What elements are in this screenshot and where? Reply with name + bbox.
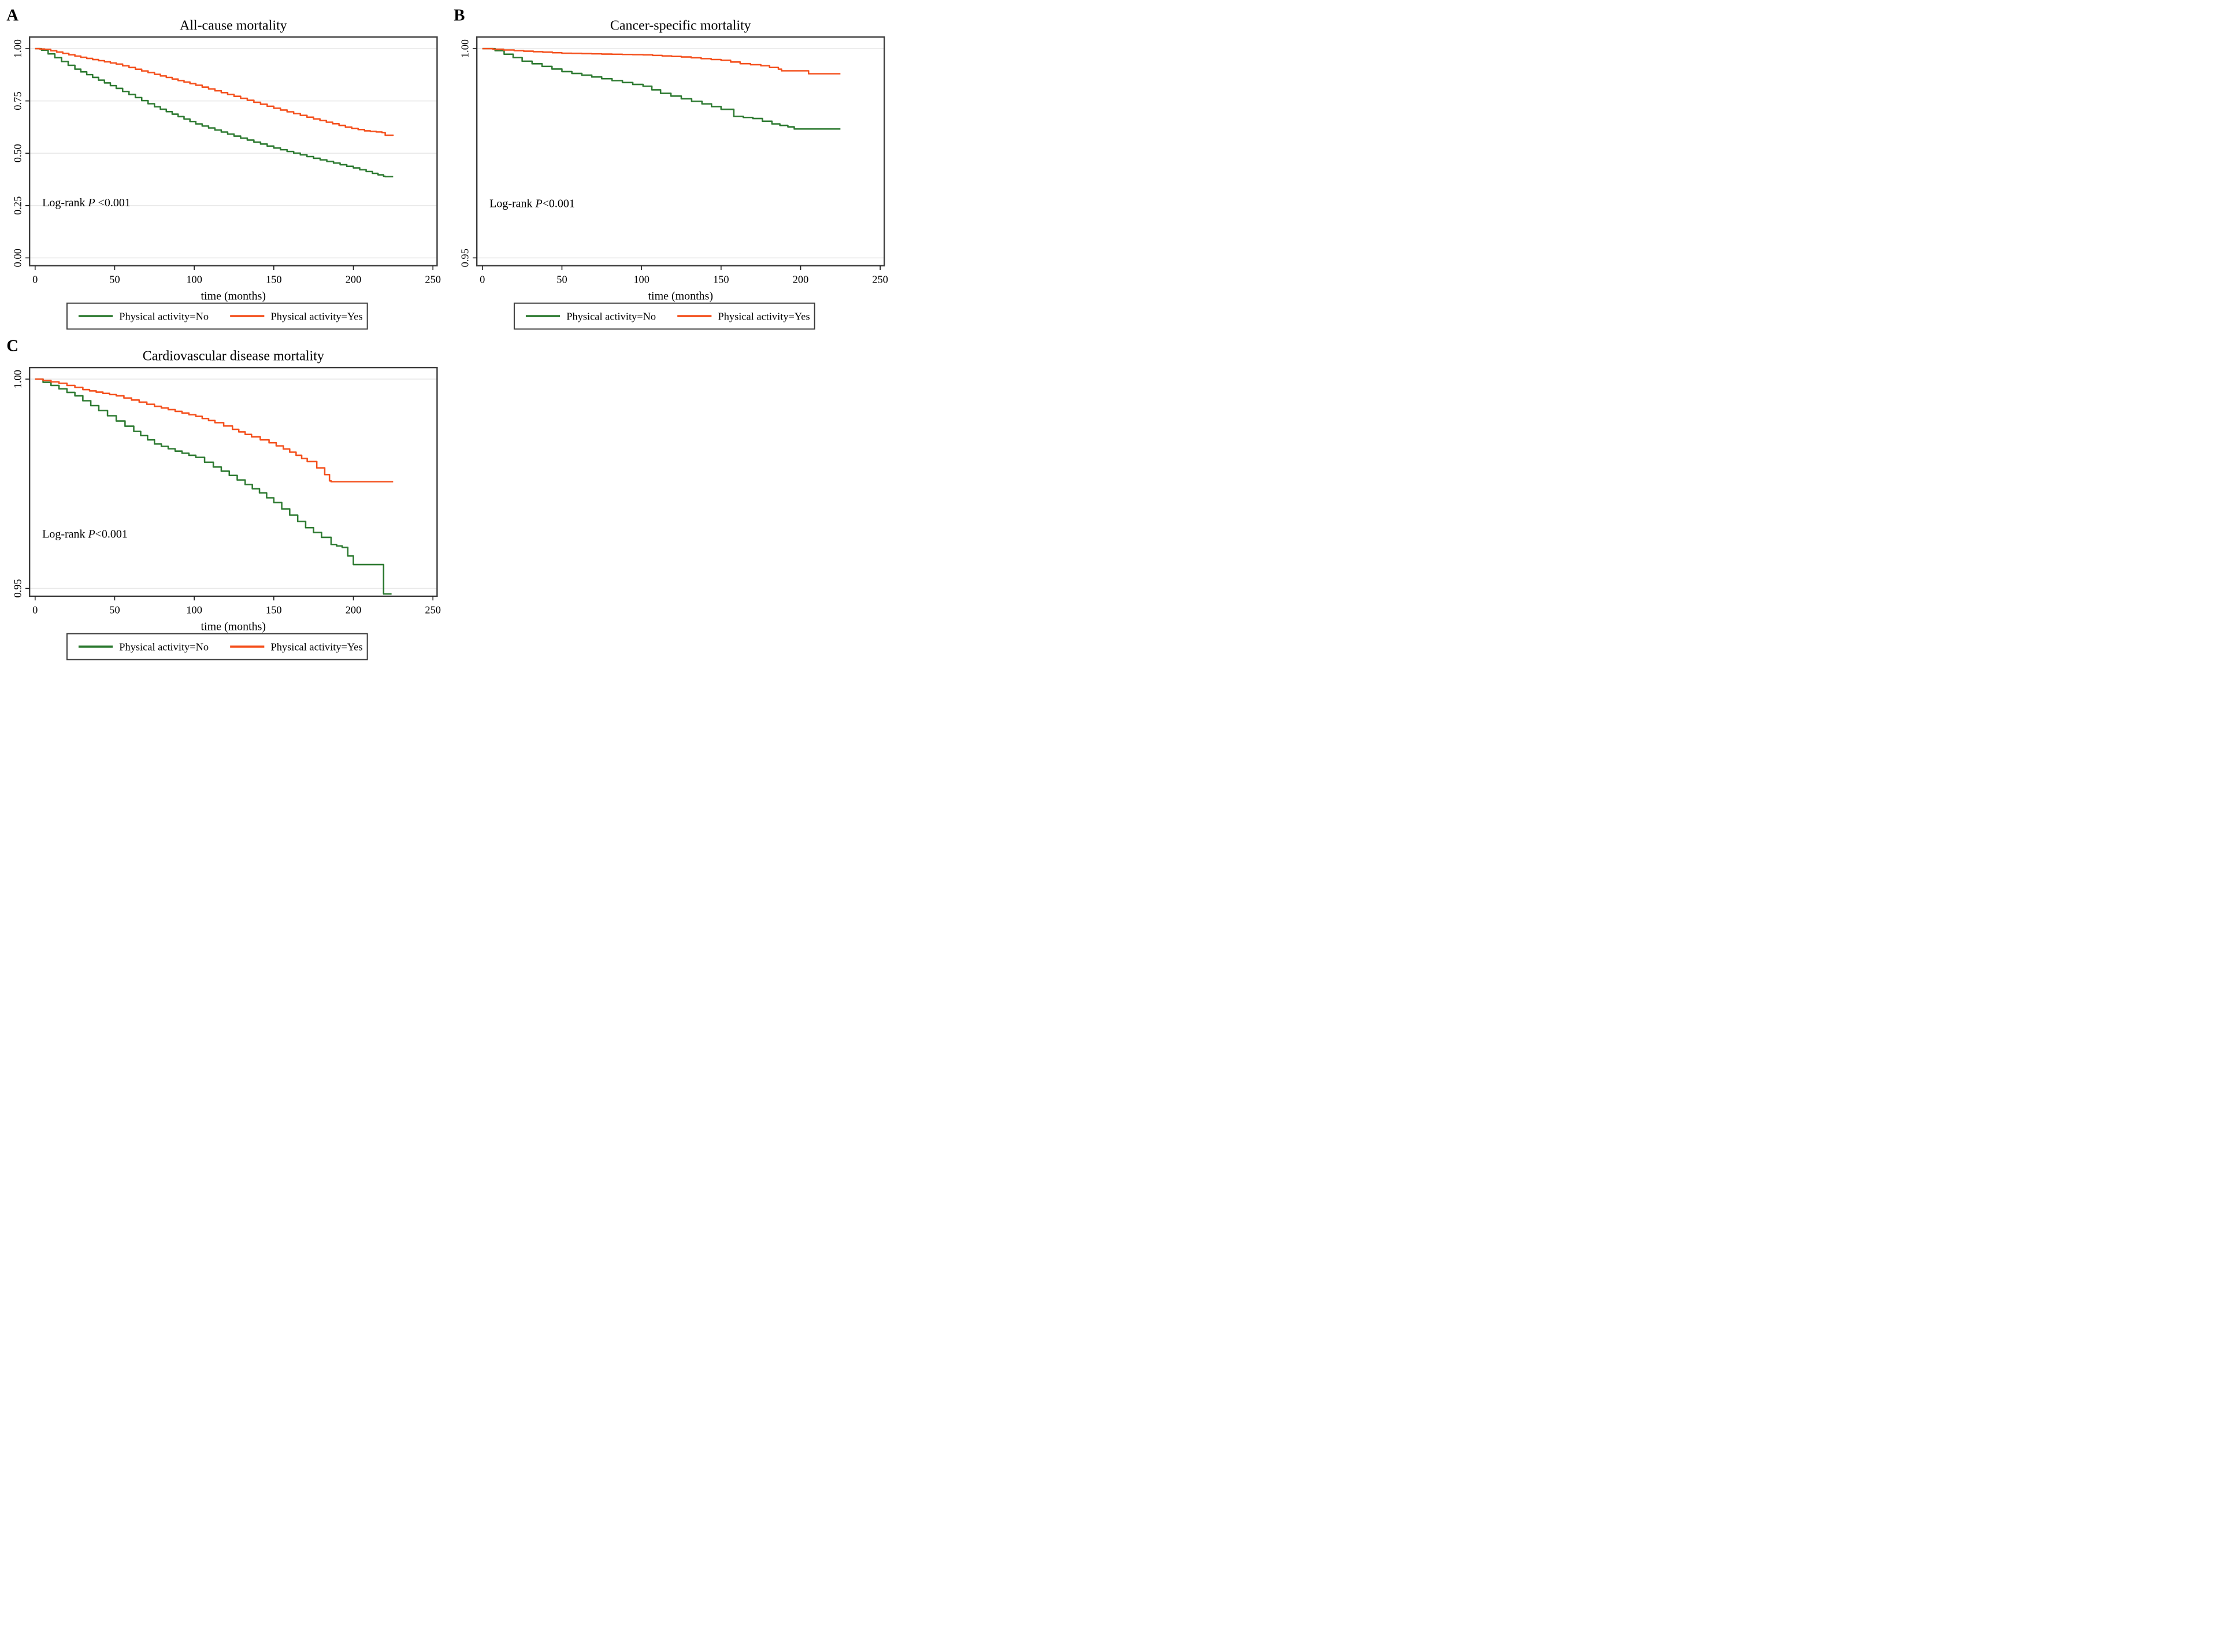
x-tick-label: 50 <box>556 273 567 285</box>
legend-label-yes: Physical activity=Yes <box>271 641 363 652</box>
survival-curves <box>35 47 394 178</box>
log-rank-annotation: Log-rank P<0.001 <box>42 528 128 541</box>
km-curve-yes <box>35 47 394 136</box>
x-tick-label: 250 <box>872 273 888 285</box>
x-tick-label: 250 <box>425 604 441 615</box>
x-tick-label: 100 <box>633 273 649 285</box>
legend-label-no: Physical activity=No <box>119 641 209 652</box>
legend-label-no: Physical activity=No <box>566 310 656 322</box>
x-axis-label: time (months) <box>201 289 266 302</box>
km-curve-yes <box>35 378 394 482</box>
chart-title: All-cause mortality <box>180 18 287 33</box>
gridlines <box>29 48 437 259</box>
log-rank-annotation: Log-rank P <0.001 <box>42 196 131 209</box>
x-tick-label: 50 <box>109 273 120 285</box>
km-chart-all-cause: A All-cause mortality 0.00 0.25 0.50 0.75 1.… <box>6 6 441 330</box>
chart-title: Cardiovascular disease mortality <box>143 348 324 363</box>
axis-ticks: 0.95 1.00 0 50 100 150 200 250 <box>12 370 441 615</box>
y-tick-label: 0.25 <box>12 196 23 215</box>
x-tick-label: 250 <box>425 273 441 285</box>
legend-box <box>66 302 368 330</box>
y-tick-label: 0.95 <box>12 579 23 597</box>
figure-grid: A All-cause mortality 0.00 0.25 0.50 0.75 1.… <box>0 0 895 661</box>
km-chart-cardiovascular: C Cardiovascular disease mortality 0.95 1… <box>6 336 441 660</box>
legend-label-yes: Physical activity=Yes <box>271 310 363 322</box>
plot-frame <box>28 36 438 267</box>
panel-letter: B <box>454 6 465 24</box>
legend-box <box>513 302 815 330</box>
legend-box <box>66 633 368 660</box>
y-tick-label: 1.00 <box>459 39 470 58</box>
y-tick-label: 0.95 <box>459 248 470 267</box>
km-curve-yes <box>482 47 841 75</box>
panel-c: C Cardiovascular disease mortality 0.95 1… <box>0 331 447 661</box>
x-tick-label: 150 <box>266 273 282 285</box>
legend-label-yes: Physical activity=Yes <box>718 310 810 322</box>
x-tick-label: 200 <box>346 604 362 615</box>
km-chart-cancer-specific: B Cancer-specific mortality 0.95 1.00 0 50 1… <box>454 6 888 330</box>
legend-label-no: Physical activity=No <box>119 310 209 322</box>
y-tick-label: 1.00 <box>12 39 23 58</box>
x-tick-label: 0 <box>32 604 38 615</box>
legend: Physical activity=No Physical activity=Y… <box>66 633 368 660</box>
x-tick-label: 50 <box>109 604 120 615</box>
x-tick-label: 0 <box>32 273 38 285</box>
x-tick-label: 100 <box>186 273 202 285</box>
log-rank-annotation: Log-rank P<0.001 <box>489 198 575 210</box>
legend: Physical activity=No Physical activity=Y… <box>66 302 368 330</box>
x-tick-label: 200 <box>793 273 809 285</box>
x-tick-label: 150 <box>266 604 282 615</box>
x-tick-label: 0 <box>480 273 485 285</box>
chart-title: Cancer-specific mortality <box>610 18 751 33</box>
km-curve-no <box>35 378 392 595</box>
km-curve-no <box>482 47 841 130</box>
x-axis-label: time (months) <box>648 289 713 302</box>
y-tick-label: 0.00 <box>12 248 23 267</box>
plot-frame <box>28 366 438 597</box>
gridlines <box>477 48 885 259</box>
survival-curves <box>35 378 394 595</box>
panel-letter: A <box>6 6 18 24</box>
axis-ticks: 0.00 0.25 0.50 0.75 1.00 0 50 100 150 200 250 <box>12 39 441 285</box>
axis-ticks: 0.95 1.00 0 50 100 150 200 250 <box>459 39 888 285</box>
panel-letter: C <box>6 336 18 355</box>
survival-curves <box>482 47 841 130</box>
panel-b: B Cancer-specific mortality 0.95 1.00 0 50 1… <box>447 0 895 331</box>
km-curve-no <box>35 47 394 178</box>
y-tick-label: 0.50 <box>12 144 23 162</box>
panel-a: A All-cause mortality 0.00 0.25 0.50 0.75 1.… <box>0 0 447 331</box>
plot-frame <box>476 36 885 267</box>
x-tick-label: 100 <box>186 604 202 615</box>
y-tick-label: 1.00 <box>12 370 23 388</box>
y-tick-label: 0.75 <box>12 92 23 110</box>
gridlines <box>29 378 437 589</box>
x-axis-label: time (months) <box>201 620 266 633</box>
empty-area <box>447 331 895 661</box>
legend: Physical activity=No Physical activity=Y… <box>513 302 815 330</box>
x-tick-label: 150 <box>713 273 729 285</box>
x-tick-label: 200 <box>346 273 362 285</box>
